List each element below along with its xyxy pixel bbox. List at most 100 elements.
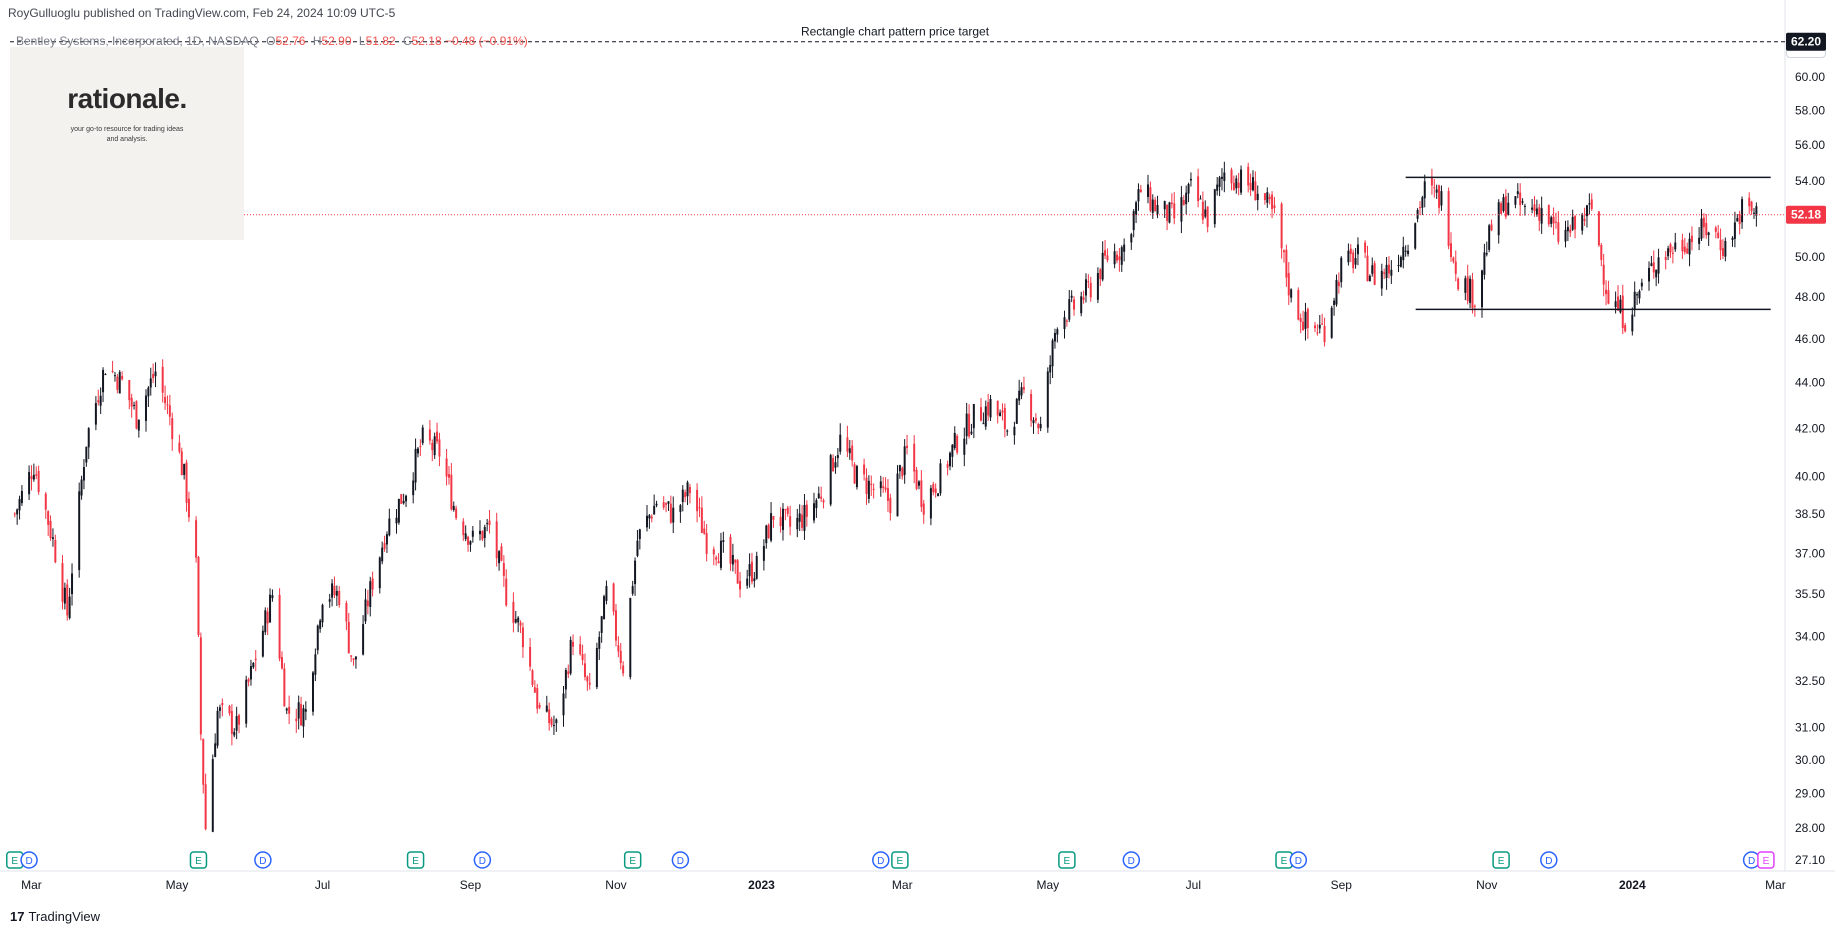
candle-body [249, 666, 252, 680]
candle-body [1268, 196, 1271, 200]
candle-body [1070, 295, 1073, 298]
candle-body [1655, 269, 1658, 278]
candle-body [538, 705, 541, 708]
candle-body [1156, 205, 1159, 215]
low-value: 51.82 [365, 34, 396, 48]
candle-body [569, 639, 572, 674]
candle-body [495, 521, 498, 559]
candle-body [187, 498, 190, 518]
candle-body [1101, 252, 1104, 280]
candle-body [385, 534, 388, 545]
earnings-event-icon [1058, 851, 1076, 869]
candle-body [815, 500, 818, 509]
price-target-badge-label: 62.20 [1791, 35, 1821, 49]
candle-body [319, 620, 322, 629]
candle-body [1738, 214, 1741, 225]
candle-body [1533, 204, 1536, 212]
candle-body [817, 493, 820, 499]
candle-body [383, 543, 386, 549]
candle-body [1187, 184, 1190, 194]
candle-body [934, 488, 937, 494]
candle-body [300, 704, 303, 726]
candle-body [1049, 364, 1052, 373]
candle-body [1519, 192, 1522, 206]
candle-body [1717, 232, 1720, 239]
candle-body [1232, 182, 1235, 191]
candle-body [1690, 235, 1693, 243]
candle-body [1039, 423, 1042, 429]
candle-body [1433, 187, 1436, 189]
price-tick-label: 32.50 [1795, 674, 1825, 688]
candle-body [1304, 311, 1307, 329]
candle-body [254, 658, 257, 661]
candle-body [798, 513, 801, 522]
price-target-text: Rectangle chart pattern price target [801, 25, 990, 39]
candle-body [603, 596, 606, 620]
candle-body [1421, 197, 1424, 208]
candle-body [82, 467, 85, 481]
candle-body [445, 458, 448, 477]
price-tick-label: 56.00 [1795, 138, 1825, 152]
candle-body [1366, 255, 1369, 282]
candle-body [1285, 249, 1288, 278]
candle-body [755, 556, 758, 579]
candle-body [478, 530, 481, 535]
candle-body [736, 560, 739, 584]
candle-body [1602, 264, 1605, 285]
candle-body [1633, 291, 1636, 311]
candle-body [1490, 224, 1493, 231]
candle-body [753, 578, 756, 582]
candle-body [765, 525, 768, 544]
candle-body [80, 479, 83, 496]
candle-body [144, 395, 147, 421]
candle-body [1147, 184, 1150, 197]
event-type-label: D [25, 856, 32, 867]
candle-body [400, 494, 403, 504]
candle-body [1290, 289, 1293, 298]
candle-body [1197, 176, 1200, 202]
candle-body [1263, 193, 1266, 201]
candle-body [350, 655, 353, 657]
candle-body [822, 500, 825, 503]
publisher-line: RoyGulluoglu published on TradingView.co… [8, 6, 396, 20]
candle-body [235, 716, 238, 731]
candle-body [1438, 185, 1441, 208]
candle-body [66, 584, 69, 616]
candle-body [166, 404, 169, 406]
candle-body [1705, 222, 1708, 236]
candle-body [1473, 305, 1476, 307]
candle-body [1554, 221, 1557, 223]
candle-body [1247, 166, 1250, 186]
candle-body [1273, 205, 1276, 208]
candle-body [583, 663, 586, 677]
candle-body [839, 434, 842, 452]
candle-body [13, 513, 16, 515]
candle-body [1151, 199, 1154, 213]
candle-body [381, 547, 384, 562]
candle-body [1621, 295, 1624, 329]
candle-body [1223, 172, 1226, 181]
candle-body [147, 387, 150, 397]
open-label: O [266, 34, 276, 48]
candle-body [600, 616, 603, 633]
candle-body [1719, 239, 1722, 251]
candle-body [1557, 222, 1560, 242]
candle-body [149, 378, 152, 388]
candle-body [595, 647, 598, 688]
dividend-event-icon [20, 851, 38, 869]
candle-body [1349, 248, 1352, 254]
candle-body [867, 480, 870, 499]
candle-body [304, 709, 307, 712]
candle-body [1731, 237, 1734, 241]
time-tick-label: Mar [21, 878, 42, 892]
tradingview-logo[interactable]: 17 TradingView [10, 909, 100, 924]
event-type-label: D [479, 856, 486, 867]
candle-body [1700, 218, 1703, 239]
candle-body [104, 374, 107, 376]
candle-body [1314, 325, 1317, 329]
candle-body [1724, 240, 1727, 257]
time-tick-label: Sep [460, 878, 482, 892]
candle-body [929, 488, 932, 519]
price-tick-label: 40.00 [1795, 470, 1825, 484]
